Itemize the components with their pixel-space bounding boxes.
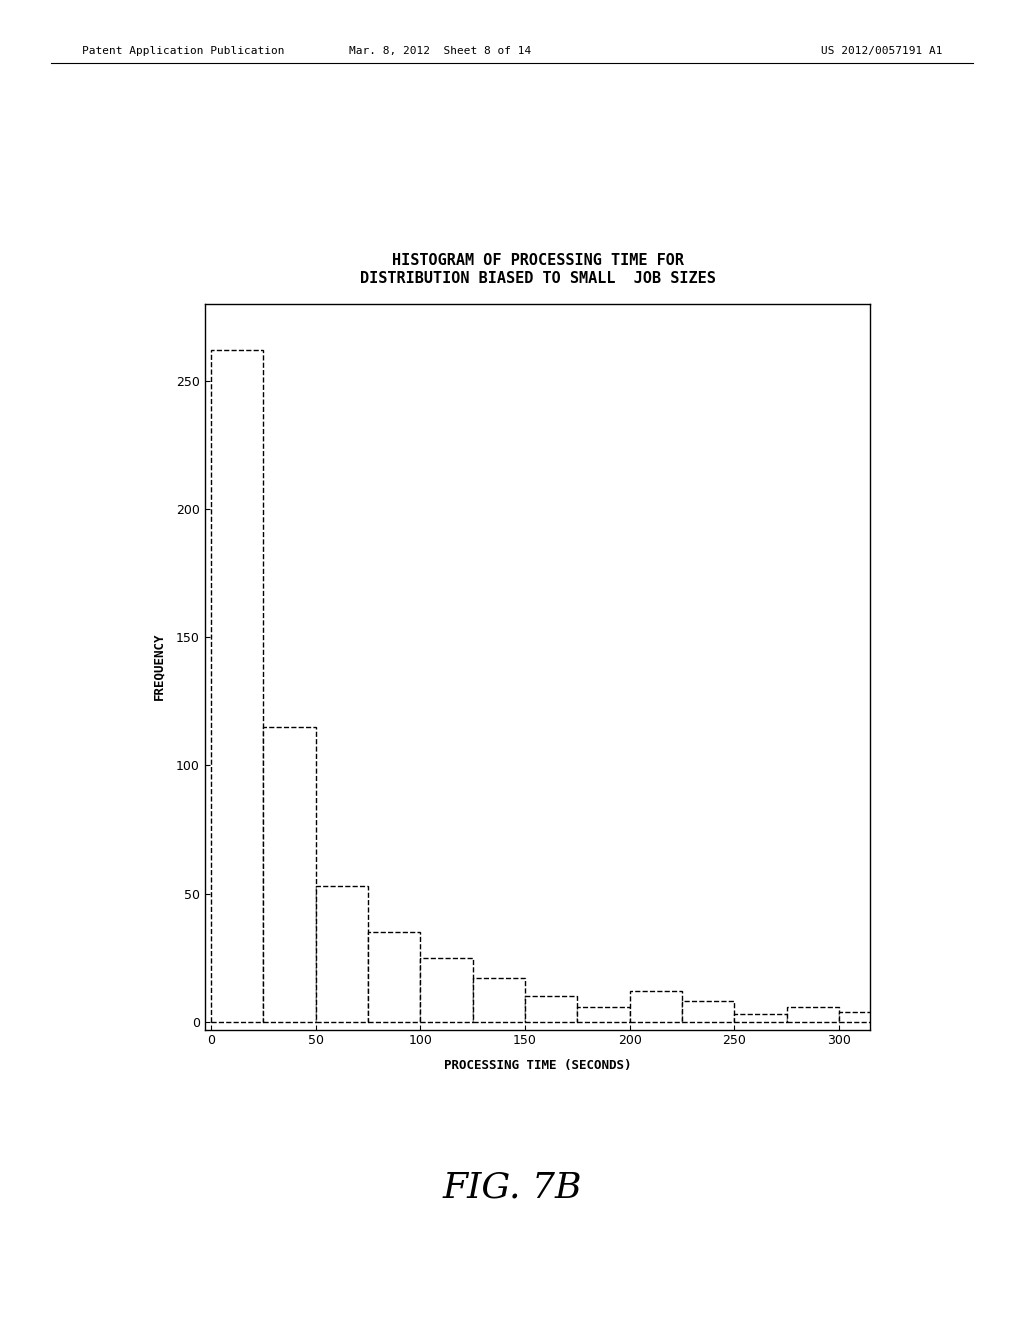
FancyBboxPatch shape — [682, 1002, 734, 1022]
FancyBboxPatch shape — [630, 991, 682, 1022]
FancyBboxPatch shape — [315, 886, 368, 1022]
FancyBboxPatch shape — [786, 1007, 839, 1022]
FancyBboxPatch shape — [734, 1014, 786, 1022]
FancyBboxPatch shape — [368, 932, 421, 1022]
Y-axis label: FREQUENCY: FREQUENCY — [152, 632, 165, 701]
FancyBboxPatch shape — [263, 727, 315, 1022]
Title: HISTOGRAM OF PROCESSING TIME FOR
DISTRIBUTION BIASED TO SMALL  JOB SIZES: HISTOGRAM OF PROCESSING TIME FOR DISTRIB… — [359, 253, 716, 285]
FancyBboxPatch shape — [211, 350, 263, 1022]
X-axis label: PROCESSING TIME (SECONDS): PROCESSING TIME (SECONDS) — [443, 1059, 632, 1072]
FancyBboxPatch shape — [525, 997, 578, 1022]
FancyBboxPatch shape — [421, 958, 473, 1022]
FancyBboxPatch shape — [578, 1007, 630, 1022]
Text: Mar. 8, 2012  Sheet 8 of 14: Mar. 8, 2012 Sheet 8 of 14 — [349, 46, 531, 57]
Text: US 2012/0057191 A1: US 2012/0057191 A1 — [820, 46, 942, 57]
Text: Patent Application Publication: Patent Application Publication — [82, 46, 285, 57]
FancyBboxPatch shape — [473, 978, 525, 1022]
Text: FIG. 7B: FIG. 7B — [442, 1171, 582, 1205]
FancyBboxPatch shape — [839, 1011, 891, 1022]
